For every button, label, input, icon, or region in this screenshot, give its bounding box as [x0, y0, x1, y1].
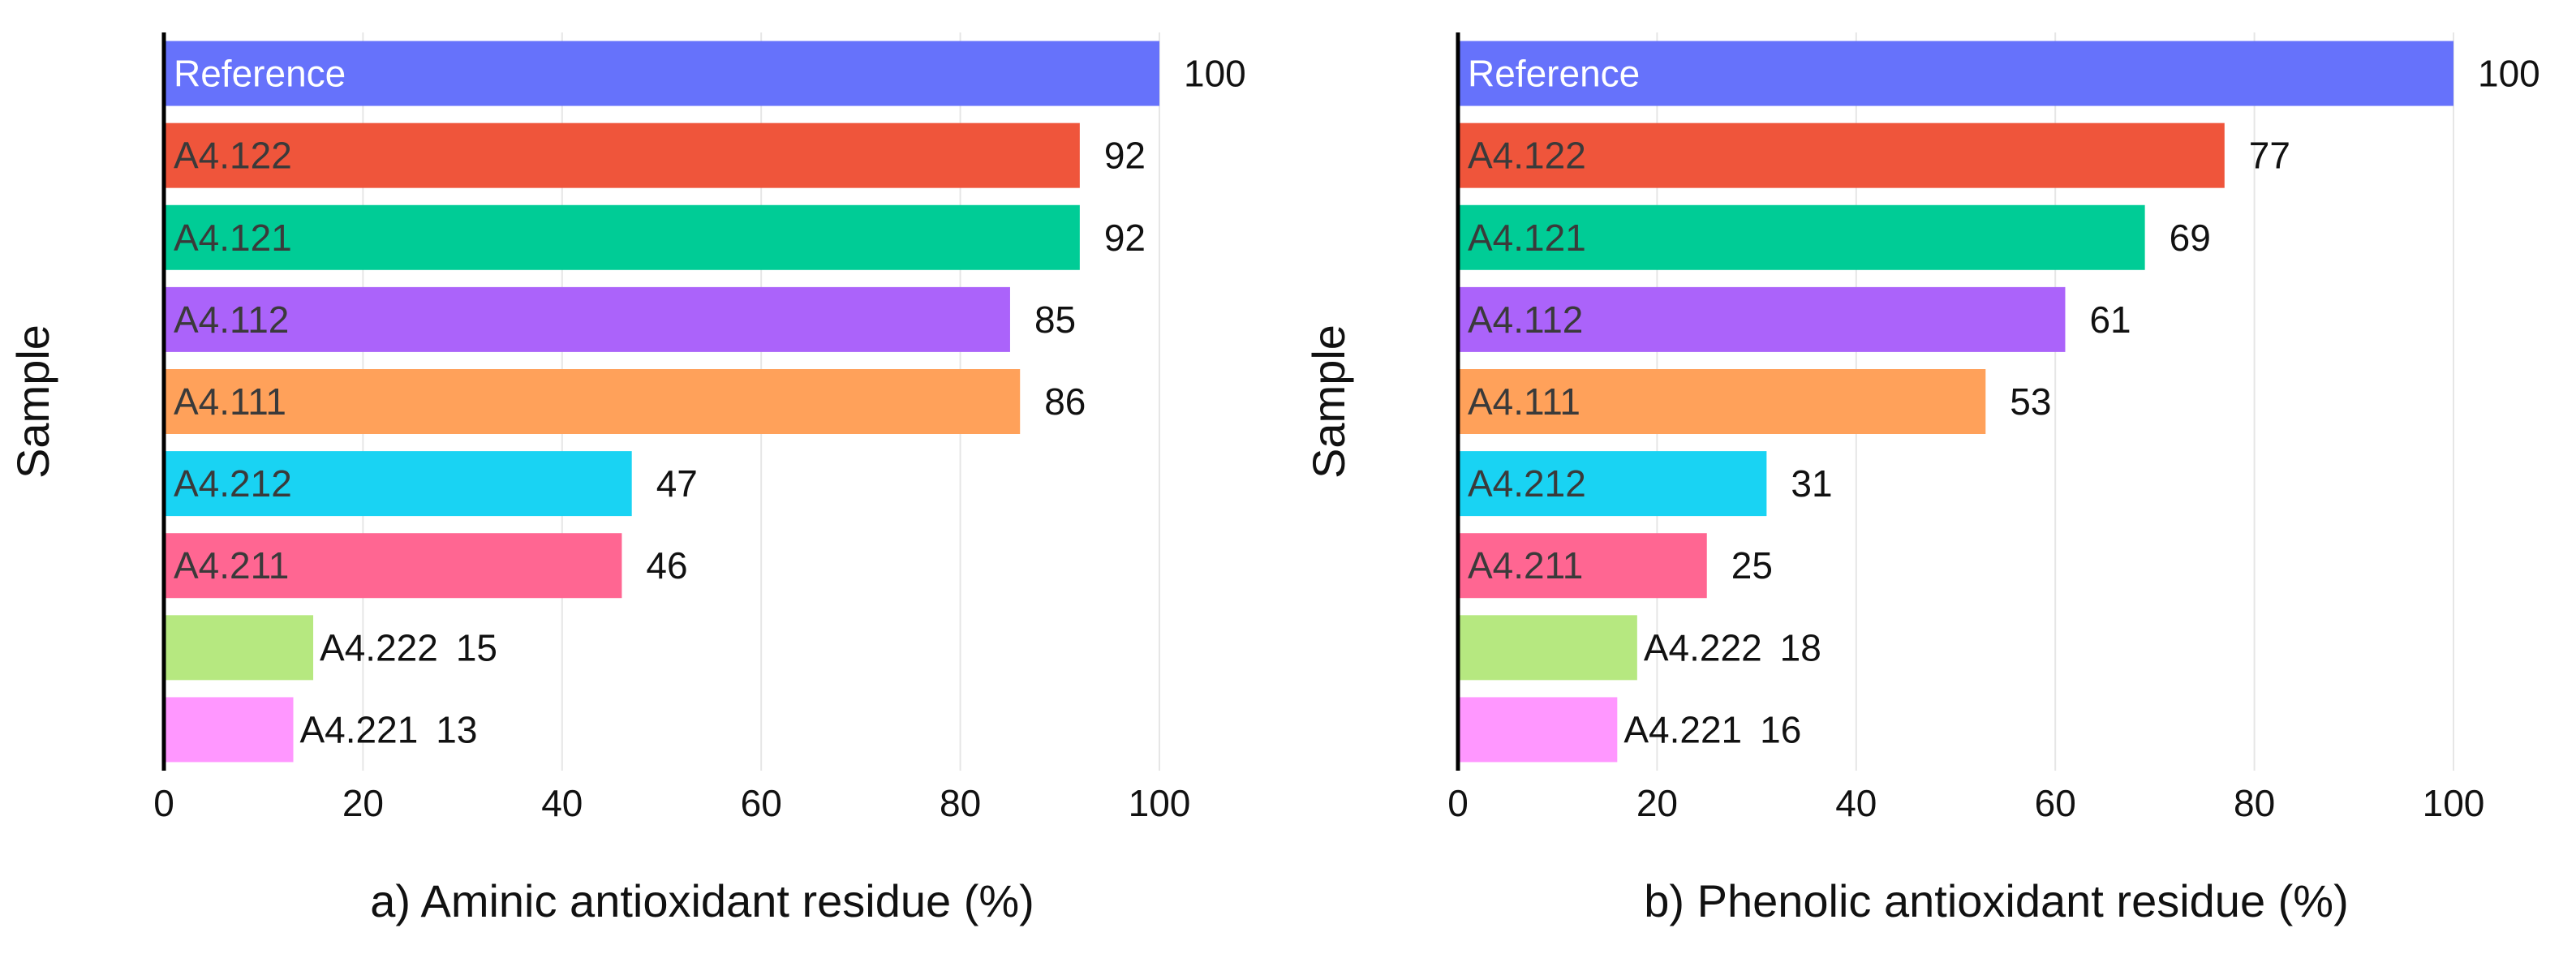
- x-tick-label: 100: [2423, 782, 2485, 824]
- value-label: 61: [2089, 299, 2131, 341]
- category-label: A4.211: [174, 544, 289, 587]
- value-label: 13: [436, 708, 477, 750]
- value-label: 77: [2249, 135, 2290, 177]
- x-tick-label: 80: [940, 782, 981, 824]
- category-label: A4.221: [1623, 708, 1742, 750]
- value-label: 15: [456, 626, 497, 668]
- panel-a: Reference 100 A4.122 92 A4.121 92 A4.112 85 A4.1…: [7, 32, 1246, 926]
- category-label: A4.212: [174, 462, 292, 505]
- x-tick-label: 60: [741, 782, 782, 824]
- category-label: A4.222: [320, 626, 438, 668]
- value-label: 86: [1044, 380, 1086, 423]
- category-label: A4.111: [1468, 380, 1580, 423]
- bar: [1458, 204, 2145, 270]
- bar: [164, 451, 632, 517]
- value-label: 53: [2010, 380, 2051, 423]
- x-tick-label: 100: [1129, 782, 1191, 824]
- category-label: Reference: [174, 53, 346, 95]
- bar: [1458, 122, 2225, 188]
- category-label: A4.122: [174, 135, 292, 177]
- x-tick-label: 40: [1835, 782, 1877, 824]
- category-label: A4.121: [1468, 217, 1586, 259]
- bar: [164, 369, 1021, 434]
- value-label: 18: [1780, 626, 1821, 668]
- value-label: 69: [2170, 217, 2211, 259]
- category-label: A4.121: [174, 217, 292, 259]
- category-label: A4.111: [174, 380, 286, 423]
- bar: [164, 697, 294, 763]
- bar: [1458, 697, 1618, 763]
- category-label: A4.211: [1468, 544, 1583, 587]
- value-label: 92: [1104, 135, 1146, 177]
- y-axis-title: Sample: [7, 324, 58, 479]
- value-label: 31: [1791, 462, 1832, 505]
- category-label: A4.221: [300, 708, 419, 750]
- bar: [1458, 533, 1707, 599]
- bar: [164, 286, 1010, 352]
- bar: [1458, 286, 2066, 352]
- bar: [164, 122, 1080, 188]
- value-label: 47: [656, 462, 698, 505]
- bar: [164, 615, 314, 681]
- bar: [1458, 41, 2453, 106]
- x-axis-title: a) Aminic antioxidant residue (%): [370, 875, 1034, 926]
- x-tick-label: 80: [2234, 782, 2275, 824]
- value-label: 16: [1760, 708, 1801, 750]
- bar: [164, 204, 1080, 270]
- value-label: 25: [1731, 544, 1773, 587]
- x-tick-label: 20: [1636, 782, 1678, 824]
- bar: [164, 41, 1159, 106]
- x-tick-label: 0: [153, 782, 174, 824]
- category-label: A4.112: [174, 299, 289, 341]
- value-label: 100: [2478, 53, 2540, 95]
- x-axis-title: b) Phenolic antioxidant residue (%): [1644, 875, 2348, 926]
- x-tick-label: 60: [2035, 782, 2076, 824]
- x-tick-label: 0: [1447, 782, 1469, 824]
- x-tick-label: 20: [342, 782, 384, 824]
- value-label: 92: [1104, 217, 1146, 259]
- bar: [164, 533, 622, 599]
- panel-b: Reference 100 A4.122 77 A4.121 69 A4.112 61 A4.1…: [1303, 32, 2540, 926]
- bar: [1458, 369, 1986, 434]
- bar: [1458, 451, 1767, 517]
- category-label: A4.112: [1468, 299, 1583, 341]
- category-label: A4.222: [1644, 626, 1762, 668]
- category-label: A4.212: [1468, 462, 1586, 505]
- value-label: 85: [1034, 299, 1076, 341]
- y-axis-title: Sample: [1303, 324, 1354, 479]
- x-tick-label: 40: [541, 782, 583, 824]
- bar: [1458, 615, 1637, 681]
- value-label: 100: [1184, 53, 1246, 95]
- value-label: 46: [646, 544, 687, 587]
- category-label: Reference: [1468, 53, 1640, 95]
- category-label: A4.122: [1468, 135, 1586, 177]
